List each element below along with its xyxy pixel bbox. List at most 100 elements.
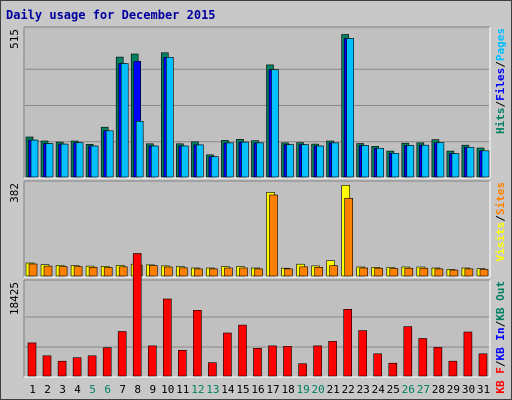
bar-pages-day-15 xyxy=(241,141,249,178)
x-tick-label: 29 xyxy=(447,383,460,396)
x-tick-label: 31 xyxy=(477,383,490,396)
panel-middle-legend: Visits/Sites xyxy=(494,182,507,262)
bar-sites-day-30 xyxy=(464,268,474,277)
bar-kb-f-day-29 xyxy=(448,360,458,377)
x-tick-label: 3 xyxy=(59,383,66,396)
bar-pages-day-8 xyxy=(135,121,144,178)
x-tick-label: 11 xyxy=(176,383,189,396)
bar-pages-day-3 xyxy=(60,143,69,178)
bar-pages-day-29 xyxy=(451,153,460,178)
legend-item: Sites xyxy=(494,182,507,215)
x-tick-label: 9 xyxy=(149,383,156,396)
legend-item: Pages xyxy=(494,28,507,61)
legend-item: Visits xyxy=(494,222,507,262)
bar-pages-day-25 xyxy=(391,153,400,178)
bar-sites-day-7 xyxy=(118,266,128,277)
bar-sites-day-11 xyxy=(179,267,188,277)
bar-sites-day-19 xyxy=(299,266,308,277)
bar-sites-day-29 xyxy=(449,269,459,277)
panel-bottom-bars xyxy=(27,253,488,377)
bar-sites-day-31 xyxy=(479,269,489,277)
bar-pages-day-19 xyxy=(301,144,309,178)
bar-kb-f-day-31 xyxy=(478,353,488,377)
legend-item: KB F xyxy=(494,367,507,394)
bar-pages-day-5 xyxy=(90,145,99,178)
panel-top-bars xyxy=(25,34,490,178)
x-tick-label: 28 xyxy=(432,383,445,396)
bar-kb-f-day-8 xyxy=(132,253,142,377)
x-tick-label: 17 xyxy=(266,383,279,396)
legend-item: Files xyxy=(494,68,507,101)
legend-item: / xyxy=(494,61,507,68)
bar-sites-day-17 xyxy=(269,194,278,277)
panel-middle-ymax-label: 382 xyxy=(8,183,21,203)
bar-pages-day-13 xyxy=(211,156,219,178)
chart-title: Daily usage for December 2015 xyxy=(6,8,216,22)
bar-kb-f-day-6 xyxy=(102,347,112,377)
x-tick-label: 23 xyxy=(357,383,370,396)
bar-kb-f-day-13 xyxy=(208,362,217,377)
panels-group: 515Hits/Files/Pages382Visits/Sites18425K… xyxy=(8,26,507,394)
bar-kb-f-day-10 xyxy=(163,298,172,377)
x-tick-label: 14 xyxy=(221,383,235,396)
legend-item: Hits xyxy=(494,108,507,135)
bar-pages-day-23 xyxy=(361,145,370,178)
bar-sites-day-3 xyxy=(58,266,68,277)
bar-pages-day-11 xyxy=(181,145,189,178)
x-tick-labels: 1 2 3 4 5 6 7 8 9 10 11 12 13 14 15 16 17 18 19 20 21 22 23 24 2… xyxy=(29,383,490,396)
bar-kb-f-day-23 xyxy=(358,330,368,377)
bar-sites-day-23 xyxy=(359,267,369,277)
x-tick-label: 15 xyxy=(236,383,249,396)
bar-sites-day-15 xyxy=(239,267,248,277)
bar-pages-day-4 xyxy=(75,142,84,178)
x-tick-label: 24 xyxy=(372,383,386,396)
bar-sites-day-13 xyxy=(209,268,218,277)
bar-sites-day-28 xyxy=(434,268,444,277)
bar-kb-f-day-2 xyxy=(42,355,52,377)
bar-kb-f-day-30 xyxy=(463,331,473,377)
bar-pages-day-31 xyxy=(481,150,490,178)
bar-pages-day-17 xyxy=(271,69,279,178)
x-tick-label: 22 xyxy=(342,383,355,396)
bar-pages-day-24 xyxy=(376,148,385,178)
bar-kb-f-day-27 xyxy=(418,338,428,377)
bar-kb-f-day-12 xyxy=(193,309,202,377)
bar-pages-day-28 xyxy=(436,142,445,178)
bar-pages-day-26 xyxy=(406,145,415,178)
bar-kb-f-day-19 xyxy=(298,363,307,377)
bar-pages-day-21 xyxy=(331,142,339,178)
bar-sites-day-27 xyxy=(419,267,429,277)
bar-kb-f-day-3 xyxy=(57,360,67,377)
bar-pages-day-14 xyxy=(226,142,234,178)
panel-middle-bars xyxy=(25,185,489,277)
bar-sites-day-25 xyxy=(389,268,399,277)
bar-pages-day-1 xyxy=(30,139,39,178)
x-tick-label: 1 xyxy=(29,383,36,396)
bar-kb-f-day-7 xyxy=(117,331,127,377)
bar-sites-day-14 xyxy=(224,267,233,277)
panel-middle-background xyxy=(24,181,490,277)
x-tick-label: 2 xyxy=(44,383,51,396)
bar-kb-f-day-25 xyxy=(388,362,398,377)
bar-sites-day-21 xyxy=(329,265,338,277)
x-tick-label: 12 xyxy=(191,383,204,396)
bar-pages-day-12 xyxy=(196,144,204,178)
bar-sites-day-26 xyxy=(404,267,414,277)
bar-kb-f-day-14 xyxy=(223,332,232,377)
bar-pages-day-16 xyxy=(256,142,264,178)
bar-kb-f-day-9 xyxy=(148,345,157,377)
bar-sites-day-24 xyxy=(374,267,384,277)
bar-pages-day-6 xyxy=(105,130,114,178)
bar-kb-f-day-26 xyxy=(403,326,413,377)
bar-pages-day-27 xyxy=(421,144,430,178)
bar-pages-day-20 xyxy=(316,145,324,178)
bar-kb-f-day-4 xyxy=(72,357,82,377)
bar-kb-f-day-22 xyxy=(343,308,353,377)
bar-kb-f-day-20 xyxy=(313,345,322,377)
bar-sites-day-4 xyxy=(73,266,83,277)
x-tick-label: 7 xyxy=(119,383,126,396)
panel-top-ymax-label: 515 xyxy=(8,29,21,49)
x-tick-label: 5 xyxy=(89,383,96,396)
bar-sites-day-16 xyxy=(254,268,263,277)
